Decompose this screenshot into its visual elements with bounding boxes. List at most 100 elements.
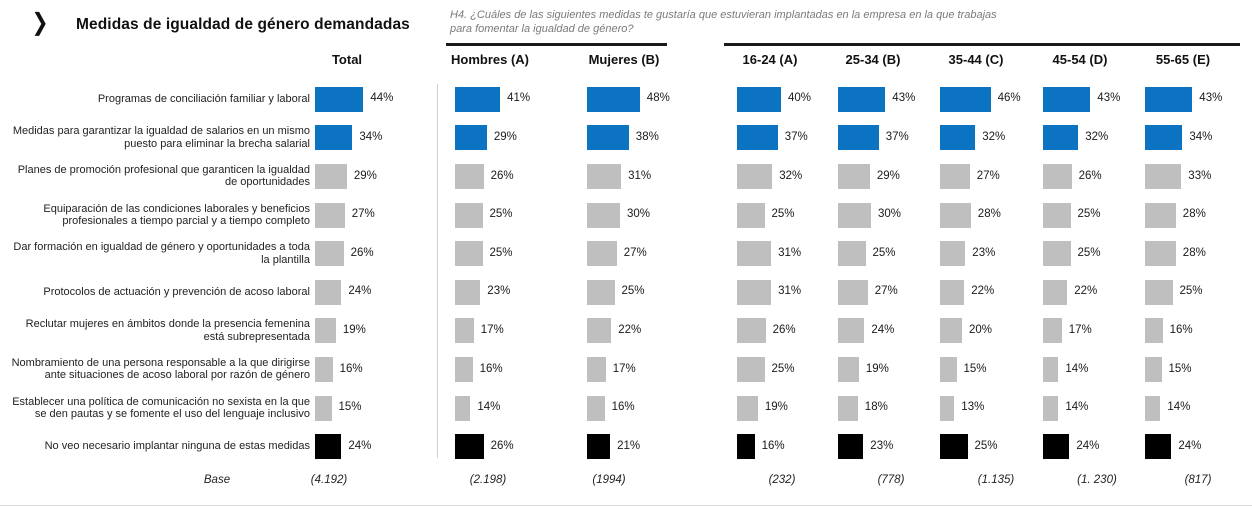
bar-value-label: 24% xyxy=(1076,439,1100,452)
row-label: Planes de promoción profesional que gara… xyxy=(17,163,310,189)
column-header-age-7: 55-65 (E) xyxy=(1155,52,1211,67)
bar-value-label: 23% xyxy=(972,246,996,259)
bar-value-label: 27% xyxy=(623,246,647,259)
bar xyxy=(1043,279,1068,305)
bar xyxy=(1145,164,1182,189)
bar-value-label: 25% xyxy=(1179,285,1203,298)
bar xyxy=(940,202,971,228)
bar-value-label: 17% xyxy=(612,362,636,375)
gender-group-rule xyxy=(446,43,667,46)
bar-value-label: 22% xyxy=(1074,285,1098,298)
bar xyxy=(315,279,342,305)
bar xyxy=(838,164,870,189)
bar xyxy=(315,86,364,112)
bar xyxy=(587,279,615,305)
bar xyxy=(1043,318,1062,344)
bar-value-label: 16% xyxy=(761,439,785,452)
base-value: (1. 230) xyxy=(1077,474,1117,486)
bar xyxy=(737,125,778,151)
bar xyxy=(587,202,620,228)
bar xyxy=(315,357,333,382)
base-value: (1994) xyxy=(592,474,626,486)
bar xyxy=(455,86,501,112)
bar xyxy=(737,318,766,344)
bar-value-label: 32% xyxy=(982,130,1006,143)
bar xyxy=(838,202,871,228)
bar-value-label: 43% xyxy=(892,92,916,105)
bar-value-label: 24% xyxy=(348,285,372,298)
bar-value-label: 26% xyxy=(772,323,796,336)
bar-value-label: 16% xyxy=(1169,323,1193,336)
bar xyxy=(838,395,858,421)
bar-value-label: 24% xyxy=(871,323,895,336)
bar xyxy=(587,86,640,112)
bar-value-label: 32% xyxy=(779,169,803,182)
bar-value-label: 26% xyxy=(490,169,514,182)
bar-value-label: 14% xyxy=(1065,401,1089,414)
column-header-age-3: 16-24 (A) xyxy=(742,52,798,67)
bar xyxy=(737,86,781,112)
bar-value-label: 46% xyxy=(997,92,1021,105)
base-value: (2.198) xyxy=(469,474,507,486)
bar xyxy=(737,434,755,460)
bar xyxy=(315,241,344,267)
bar xyxy=(315,434,342,460)
row-label: Protocolos de actuación y prevención de … xyxy=(43,286,310,299)
bar-value-label: 25% xyxy=(771,208,795,221)
bar-value-label: 25% xyxy=(489,246,513,259)
bar xyxy=(455,125,487,151)
bar xyxy=(838,86,886,112)
bar-value-label: 15% xyxy=(1168,362,1192,375)
bar-value-label: 28% xyxy=(977,208,1001,221)
bar-value-label: 30% xyxy=(627,208,651,221)
bar xyxy=(838,318,865,344)
age-group-rule xyxy=(724,43,1240,46)
bar-value-label: 23% xyxy=(870,439,894,452)
bar-value-label: 31% xyxy=(778,285,802,298)
row-label: Programas de conciliación familiar y lab… xyxy=(97,93,310,106)
bar xyxy=(1145,279,1173,305)
bar xyxy=(1145,318,1163,344)
bar xyxy=(455,164,484,189)
bar-value-label: 24% xyxy=(348,439,372,452)
row-label: Medidas para garantizar la igualdad de s… xyxy=(12,125,310,150)
bar-value-label: 25% xyxy=(1077,246,1101,259)
bar-value-label: 29% xyxy=(493,130,517,143)
column-header-gender-1: Hombres (A) xyxy=(450,52,529,67)
bar-value-label: 16% xyxy=(339,362,363,375)
bar xyxy=(940,164,970,189)
bar-value-label: 38% xyxy=(635,130,659,143)
bar xyxy=(587,164,622,189)
bar xyxy=(838,279,868,305)
bar-value-label: 33% xyxy=(1188,169,1212,182)
bar xyxy=(940,395,955,421)
bar-value-label: 14% xyxy=(1065,362,1089,375)
bar xyxy=(1043,86,1091,112)
column-header-total-0: Total xyxy=(331,52,363,67)
base-value: (778) xyxy=(877,474,905,486)
bar-value-label: 24% xyxy=(1178,439,1202,452)
bar-value-label: 26% xyxy=(490,439,514,452)
bar-value-label: 16% xyxy=(611,401,635,414)
row-label: Reclutar mujeres en ámbitos donde la pre… xyxy=(25,318,310,343)
column-header-gender-2: Mujeres (B) xyxy=(588,52,660,67)
bar xyxy=(1043,125,1079,151)
bar xyxy=(737,202,765,228)
bar xyxy=(587,357,606,382)
total-column-divider xyxy=(437,84,438,458)
bar-value-label: 22% xyxy=(618,323,642,336)
bar xyxy=(1043,357,1059,382)
row-label: Equiparación de las condiciones laborale… xyxy=(43,202,310,228)
bar-value-label: 19% xyxy=(342,323,366,336)
bar xyxy=(940,125,976,151)
bar-value-label: 25% xyxy=(872,246,896,259)
bar xyxy=(1043,164,1072,189)
row-label: Nombramiento de una persona responsable … xyxy=(11,356,310,382)
bar-value-label: 19% xyxy=(764,401,788,414)
bar xyxy=(1145,434,1172,460)
bar xyxy=(737,357,765,382)
bar xyxy=(737,164,773,189)
bar-value-label: 32% xyxy=(1085,130,1109,143)
bar xyxy=(1145,241,1176,267)
bar-value-label: 17% xyxy=(1068,323,1092,336)
